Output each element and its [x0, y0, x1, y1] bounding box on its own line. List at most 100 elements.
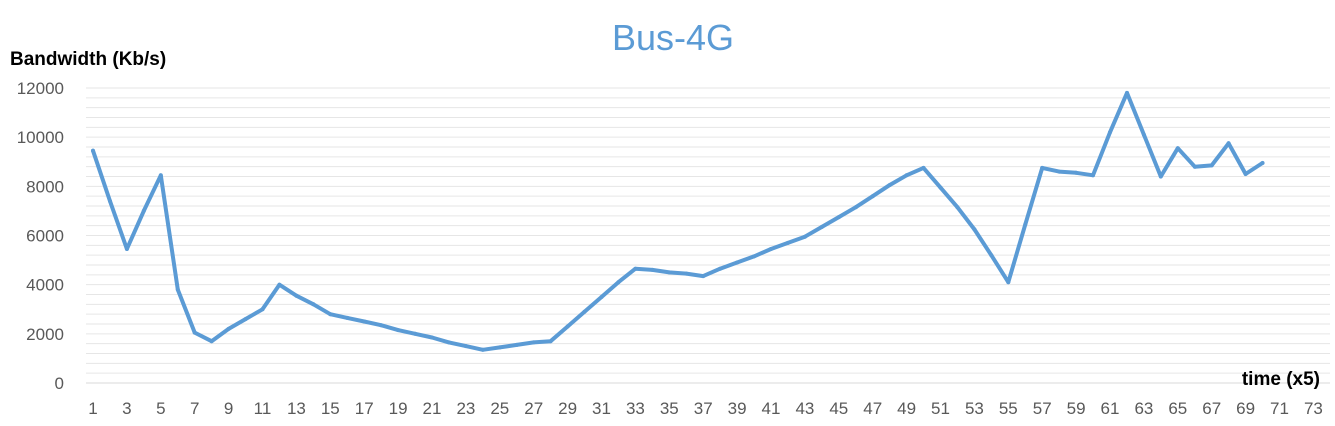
- data-point: [1091, 173, 1095, 178]
- data-point: [548, 339, 553, 344]
- x-tick-label: 41: [762, 399, 781, 418]
- data-point: [785, 240, 790, 245]
- data-point: [1260, 161, 1265, 165]
- x-tick-label: 59: [1067, 399, 1086, 418]
- data-point: [124, 247, 129, 251]
- data-point: [362, 319, 367, 324]
- data-point: [311, 302, 316, 307]
- data-point: [972, 227, 977, 232]
- data-point: [582, 309, 587, 314]
- x-tick-label: 49: [897, 399, 916, 418]
- data-point: [226, 326, 231, 331]
- data-point: [599, 295, 604, 299]
- data-point: [565, 324, 570, 329]
- data-point: [209, 339, 214, 344]
- data-point: [379, 323, 384, 328]
- x-tick-label: 11: [254, 399, 272, 418]
- data-point: [921, 165, 926, 170]
- x-tick-label: 35: [660, 399, 679, 418]
- data-point: [1226, 141, 1231, 146]
- data-point: [1057, 169, 1062, 174]
- data-point: [175, 287, 180, 292]
- data-point: [989, 253, 994, 258]
- x-tick-label: 51: [931, 399, 950, 418]
- data-point: [1023, 222, 1028, 227]
- x-tick-label: 63: [1134, 399, 1153, 418]
- data-point: [141, 208, 146, 213]
- data-point: [1158, 174, 1163, 179]
- y-tick-label: 2000: [26, 325, 64, 344]
- y-axis-label: Bandwidth (Kb/s): [10, 49, 166, 70]
- x-tick-label: 73: [1304, 399, 1323, 418]
- data-point: [1175, 146, 1180, 151]
- x-tick-label: 71: [1270, 399, 1289, 418]
- x-tick-label: 15: [321, 399, 340, 418]
- x-tick-label: 23: [456, 399, 475, 418]
- data-point: [955, 205, 960, 210]
- data-point: [802, 234, 807, 239]
- x-tick-label: 19: [389, 399, 408, 418]
- x-tick-label: 13: [287, 399, 306, 418]
- data-point: [853, 205, 858, 210]
- x-tick-label: 39: [728, 399, 747, 418]
- x-tick-label: 29: [558, 399, 577, 418]
- data-point: [701, 274, 706, 279]
- x-tick-label: 1: [88, 399, 97, 418]
- x-tick-label: 53: [965, 399, 984, 418]
- data-point: [752, 254, 756, 259]
- data-point: [446, 340, 451, 345]
- data-point: [1141, 132, 1146, 137]
- data-point: [1209, 163, 1214, 168]
- data-point: [396, 328, 401, 333]
- data-point: [260, 307, 265, 312]
- x-tick-label: 61: [1101, 399, 1120, 418]
- data-point: [294, 293, 299, 298]
- x-tick-label: 33: [626, 399, 645, 418]
- x-tick-label: 31: [592, 399, 611, 418]
- data-point: [531, 340, 536, 345]
- y-tick-label: 12000: [17, 79, 64, 98]
- data-point: [633, 266, 638, 271]
- data-point: [870, 194, 875, 199]
- x-tick-label: 67: [1202, 399, 1221, 418]
- x-tick-label: 65: [1168, 399, 1187, 418]
- data-point: [108, 199, 112, 204]
- data-point: [1074, 170, 1079, 175]
- y-tick-label: 0: [55, 374, 64, 393]
- y-tick-label: 10000: [17, 128, 64, 147]
- x-tick-label: 43: [795, 399, 814, 418]
- x-tick-label: 47: [863, 399, 882, 418]
- data-point: [192, 330, 197, 335]
- chart-title: Bus-4G: [612, 17, 734, 58]
- data-point: [158, 173, 163, 178]
- data-point: [480, 347, 485, 352]
- x-tick-label: 69: [1236, 399, 1255, 418]
- x-axis-label: time (x5): [1242, 369, 1320, 390]
- data-point: [1243, 172, 1248, 176]
- data-point: [887, 183, 892, 188]
- y-axis-ticks: 0 2000 4000 6000 8000 10000 12000: [17, 79, 64, 393]
- data-point: [413, 331, 418, 336]
- y-tick-label: 8000: [26, 177, 64, 196]
- gridlines: [86, 87, 1330, 374]
- x-tick-label: 7: [190, 399, 199, 418]
- x-tick-label: 37: [694, 399, 713, 418]
- data-point: [667, 270, 672, 275]
- x-tick-label: 25: [490, 399, 509, 418]
- data-point: [1040, 165, 1045, 170]
- data-point: [1006, 280, 1011, 285]
- data-point: [514, 342, 519, 347]
- x-tick-label: 45: [829, 399, 848, 418]
- x-tick-label: 21: [423, 399, 442, 418]
- data-point: [430, 335, 434, 340]
- data-point: [1108, 130, 1112, 135]
- data-points: [91, 90, 1265, 352]
- data-point: [718, 266, 723, 271]
- x-tick-label: 17: [355, 399, 374, 418]
- data-point: [938, 185, 943, 190]
- series-line-bus-4g: [91, 90, 1265, 352]
- data-point: [904, 173, 909, 178]
- x-axis-ticks: 1 3 5 7 9 11 13 15 17 19 21 23 25 27 29 31 33 35 37 39 41 43 4…: [88, 399, 1323, 418]
- data-point: [497, 345, 502, 350]
- data-point: [616, 280, 621, 285]
